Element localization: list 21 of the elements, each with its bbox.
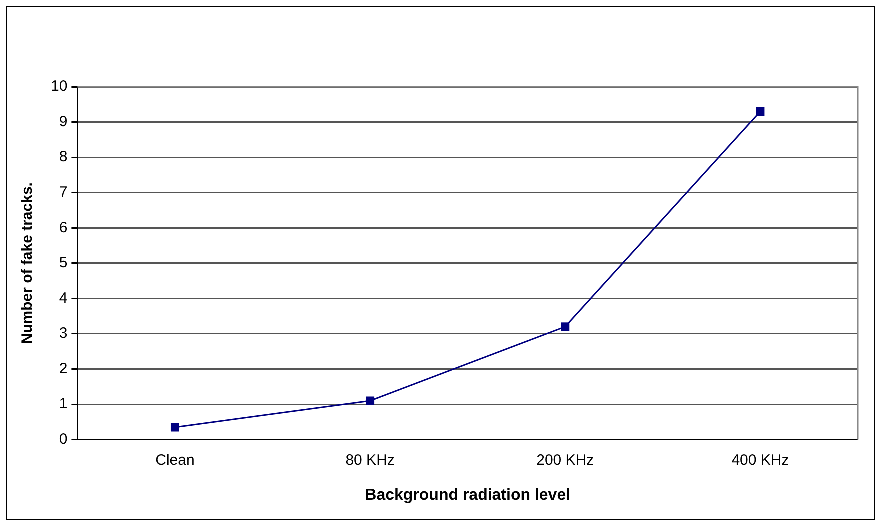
y-tick-label: 10	[50, 78, 68, 96]
y-tick-label: 6	[59, 219, 68, 236]
y-tick-label: 5	[59, 254, 68, 272]
x-tick-label: 200 KHz	[536, 452, 594, 469]
y-tick-label: 0	[59, 430, 68, 448]
point	[756, 107, 765, 116]
x-axis-title: Background radiation level	[365, 486, 571, 504]
y-axis-title: Number of fake tracks.	[19, 182, 36, 344]
y-tick-label: 2	[59, 360, 68, 378]
x-tick-label: 80 KHz	[346, 452, 395, 469]
y-tick-label: 3	[59, 325, 68, 342]
y-tick-label: 9	[59, 113, 68, 130]
y-tick-label: 7	[59, 184, 68, 201]
x-tick-label: Clean	[156, 452, 195, 469]
y-tick-label: 8	[59, 148, 68, 166]
point	[366, 396, 375, 406]
y-tick-label: 1	[59, 396, 68, 413]
point	[170, 423, 180, 432]
point	[561, 322, 570, 332]
y-tick-label: 4	[59, 290, 68, 307]
x-tick-label: 400 KHz	[732, 452, 790, 469]
